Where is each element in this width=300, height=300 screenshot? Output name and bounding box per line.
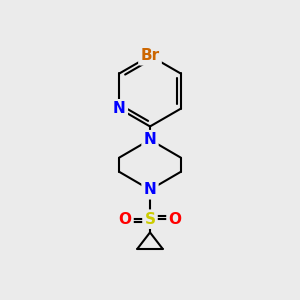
Text: S: S — [145, 212, 155, 227]
Text: Br: Br — [140, 48, 160, 63]
Text: O: O — [118, 212, 131, 227]
Text: N: N — [144, 132, 156, 147]
Text: N: N — [144, 182, 156, 197]
Text: O: O — [169, 212, 182, 227]
Text: N: N — [113, 101, 126, 116]
